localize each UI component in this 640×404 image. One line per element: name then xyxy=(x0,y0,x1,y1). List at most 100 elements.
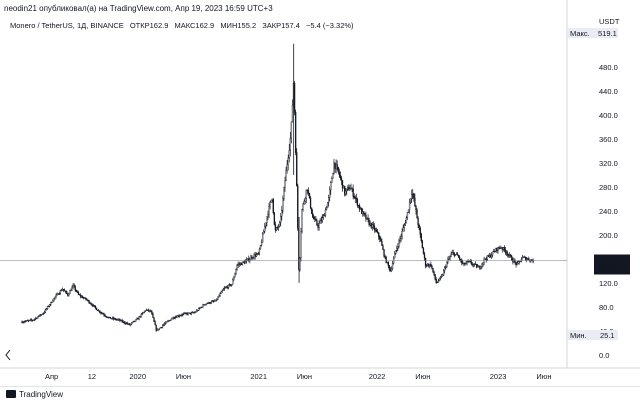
candle-body xyxy=(168,320,170,322)
candle-body xyxy=(496,247,498,252)
candle-body xyxy=(277,225,280,228)
candle-body xyxy=(197,310,199,312)
price-tick-label: 360.0 xyxy=(599,135,618,144)
candle-body xyxy=(23,321,25,323)
candle-body xyxy=(24,321,26,323)
candle-body xyxy=(470,261,472,265)
candle-body xyxy=(166,321,168,323)
candle-body xyxy=(116,319,118,321)
candle-body xyxy=(240,263,242,266)
min-marker-value: 25.1 xyxy=(600,331,615,340)
time-tick-label: 2022 xyxy=(369,372,386,381)
candle-body xyxy=(288,149,290,159)
candle-body xyxy=(179,315,182,317)
candle-body xyxy=(495,247,497,252)
candle-body xyxy=(490,254,493,258)
candle-body xyxy=(370,222,372,228)
candle-body xyxy=(279,222,281,227)
time-tick-label: Июн xyxy=(415,372,430,381)
candle-body xyxy=(509,254,511,256)
candle-body xyxy=(502,247,504,250)
open-value: ОТКР162.9 xyxy=(129,21,169,30)
candle-body xyxy=(91,304,93,307)
candle-body xyxy=(306,189,309,191)
candle-body xyxy=(74,286,76,291)
candle-body xyxy=(326,202,329,209)
candle-body xyxy=(47,306,50,308)
time-axis[interactable]: Апр 12 2020 Июн 2021 Июн 2022 Июн 2023 Июн xyxy=(45,372,552,381)
price-axis[interactable]: 0.040.080.0120.0160.0200.0240.0280.0320.… xyxy=(599,63,618,360)
candle-body xyxy=(465,263,467,265)
candle-body xyxy=(55,294,57,298)
candle-body xyxy=(40,314,42,316)
candle-body xyxy=(369,222,371,226)
candle-body xyxy=(255,254,257,257)
candle-body xyxy=(315,218,317,221)
candle-body xyxy=(135,319,137,322)
candle-body xyxy=(62,289,65,291)
candle-body xyxy=(156,329,158,331)
candle-body xyxy=(454,254,457,256)
candle-body xyxy=(382,245,384,250)
candle-body xyxy=(503,247,505,251)
candle-body xyxy=(316,220,318,226)
candle-body xyxy=(43,311,46,314)
candle-body xyxy=(416,209,418,219)
candle-body xyxy=(63,290,66,292)
candle-body xyxy=(233,277,235,280)
close-value: ЗАКР157.4 xyxy=(262,21,300,30)
candle-body xyxy=(94,306,97,309)
candle-body xyxy=(268,206,270,215)
candle-body xyxy=(68,293,70,296)
candle-body xyxy=(198,308,200,311)
footer: TradingView xyxy=(0,386,640,404)
candle-body xyxy=(186,313,188,315)
candle-body xyxy=(444,267,446,271)
candle-body xyxy=(217,296,219,300)
candle-body xyxy=(460,259,462,261)
candle-body xyxy=(134,320,136,322)
candle-body xyxy=(324,209,327,216)
tradingview-logo[interactable]: TradingView xyxy=(6,390,63,399)
candle-body xyxy=(430,263,432,267)
candle-body xyxy=(358,205,361,210)
candle-body xyxy=(37,316,39,319)
candle-body xyxy=(427,264,429,266)
candle-body xyxy=(192,312,195,314)
candle-body xyxy=(450,254,452,257)
candle-body xyxy=(36,317,38,319)
candle-body xyxy=(359,208,362,210)
candle-body xyxy=(385,256,387,263)
candle-body xyxy=(211,300,214,302)
candle-body xyxy=(517,261,519,264)
candle-body xyxy=(489,255,492,258)
candle-body xyxy=(195,310,198,313)
candle-body xyxy=(507,254,510,256)
candle-body xyxy=(441,274,444,277)
change-value: −5.4 (−3.32%) xyxy=(306,21,354,30)
candle-body xyxy=(96,309,99,311)
candle-body xyxy=(323,215,326,217)
symbol-title[interactable]: Monero / TetherUS, 1Д, BINANCE xyxy=(10,21,124,30)
candle-body xyxy=(361,208,363,214)
candle-body xyxy=(265,222,267,227)
candle-body xyxy=(394,253,396,259)
candle-body xyxy=(117,319,119,321)
candle-body xyxy=(516,262,518,266)
candle-body xyxy=(69,290,71,295)
candle-body xyxy=(401,231,403,237)
candle-body xyxy=(104,314,106,317)
candle-body xyxy=(41,313,43,315)
candle-body xyxy=(86,299,88,301)
candle-body xyxy=(276,227,279,229)
candle-body xyxy=(123,321,125,324)
candle-body xyxy=(250,256,252,260)
scroll-handle-icon[interactable] xyxy=(5,349,11,361)
candle-body xyxy=(50,301,52,305)
candle-body xyxy=(425,265,428,267)
candle-body xyxy=(449,256,451,259)
candle-body xyxy=(373,225,376,230)
price-chart[interactable]: 0.040.080.0120.0160.0200.0240.0280.0320.… xyxy=(0,0,640,386)
candle-body xyxy=(26,320,28,322)
candle-body xyxy=(398,240,400,247)
